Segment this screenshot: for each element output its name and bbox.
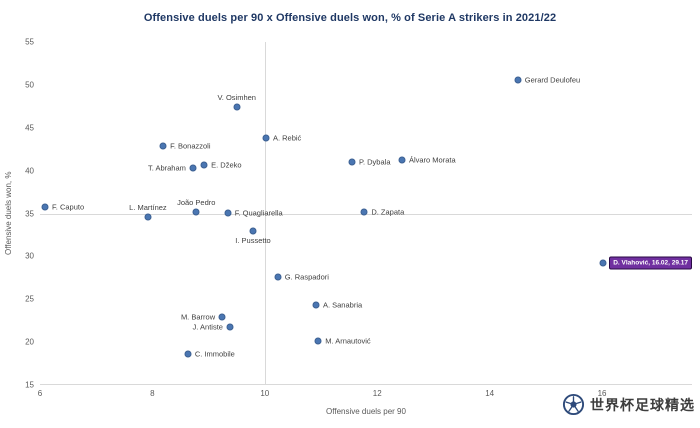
plot-area: 6 8 10 12 14 16 15 20 25 30 35 40 45 50 55 F. Caputo L. … — [25, 38, 692, 398]
point-label: João Pedro — [177, 197, 216, 207]
point-label: A. Sanabria — [322, 300, 363, 310]
y-axis-tick-label: 35 — [25, 209, 34, 218]
point-label: A. Rebić — [272, 133, 302, 143]
y-axis-tick-label: 15 — [25, 380, 34, 390]
x-axis-line — [40, 384, 692, 385]
point-label: F. Quagliarella — [234, 208, 283, 218]
data-point — [360, 208, 368, 216]
point-label: E. Džeko — [211, 160, 242, 170]
point-label: P. Dybala — [358, 157, 391, 167]
point-label: Álvaro Morata — [408, 155, 456, 165]
data-point — [314, 337, 322, 345]
y-axis-tick-label: 40 — [25, 166, 34, 176]
point-label: L. Martínez — [129, 202, 167, 212]
point-label: F. Bonazzoli — [170, 141, 211, 151]
highlight-label: D. Vlahović, 16.02, 29.17 — [609, 256, 692, 270]
data-point — [144, 213, 152, 221]
watermark-logo-icon — [562, 393, 585, 416]
point-label: M. Barrow — [180, 312, 216, 322]
data-point — [398, 156, 406, 164]
x-axis-tick-label: 16 — [597, 389, 607, 398]
point-label: J. Antiste — [192, 322, 223, 332]
data-point — [189, 164, 197, 172]
data-point — [249, 227, 257, 235]
data-point — [192, 208, 200, 216]
y-axis-tick-label: 55 — [25, 37, 34, 47]
point-label: V. Osimhen — [217, 93, 256, 103]
y-axis-title: Offensive duels won, % — [4, 171, 13, 256]
x-axis-tick-label: 6 — [37, 389, 43, 398]
point-label: F. Caputo — [52, 202, 85, 212]
data-point — [224, 209, 232, 217]
point-label: G. Raspadori — [284, 272, 329, 282]
data-point — [514, 76, 522, 84]
point-label: T. Abraham — [147, 163, 186, 173]
data-point — [159, 142, 167, 150]
watermark: 世界杯足球精选 — [562, 393, 695, 416]
x-axis-title: Offensive duels per 90 — [326, 407, 406, 416]
x-axis-tick-label: 10 — [260, 389, 270, 398]
watermark-text: 世界杯足球精选 — [590, 397, 695, 414]
data-point — [200, 161, 208, 169]
data-point — [312, 301, 320, 309]
x-axis-tick-label: 8 — [150, 389, 155, 398]
point-label: C. Immobile — [194, 349, 235, 359]
data-point — [348, 158, 356, 166]
point-label: Gerard Deulofeu — [524, 75, 581, 85]
point-label: D. Zapata — [371, 207, 405, 217]
y-axis-tick-label: 25 — [25, 294, 34, 304]
data-point — [274, 273, 282, 281]
chart-title: Offensive duels per 90 x Offensive duels… — [143, 12, 557, 24]
point-label: I. Pussetto — [235, 235, 271, 245]
data-point — [226, 323, 234, 331]
y-axis-tick-label: 30 — [25, 251, 34, 261]
data-point — [184, 350, 192, 358]
data-point — [262, 134, 270, 142]
data-point — [599, 259, 607, 267]
y-axis-tick-label: 20 — [25, 337, 34, 347]
y-axis-tick-label: 50 — [25, 80, 34, 90]
data-point — [41, 203, 49, 211]
x-axis-tick-label: 12 — [372, 389, 382, 398]
data-point — [218, 313, 226, 321]
x-axis-tick-label: 14 — [485, 389, 495, 398]
y-axis-tick-label: 45 — [25, 123, 34, 133]
point-label: M. Arnautović — [325, 336, 371, 346]
data-point — [233, 103, 241, 111]
